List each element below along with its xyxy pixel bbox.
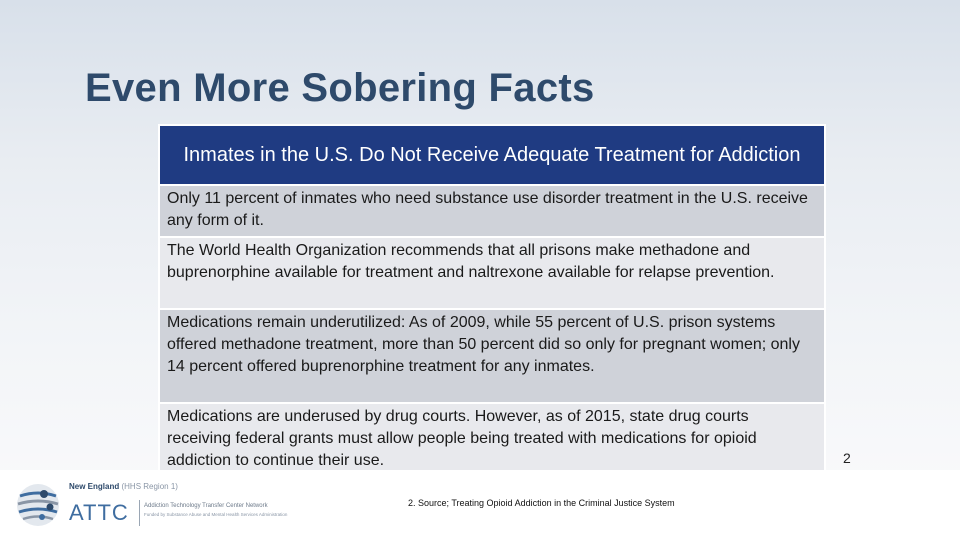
footer-bar: New England (HHS Region 1) ATTC Addictio… bbox=[0, 470, 960, 540]
table-header: Inmates in the U.S. Do Not Receive Adequ… bbox=[158, 124, 826, 186]
table-row: The World Health Organization recommends… bbox=[158, 236, 826, 310]
slide-title: Even More Sobering Facts bbox=[85, 66, 595, 110]
table-cell-drug-courts: Medications are underused by drug courts… bbox=[158, 402, 826, 478]
logo-full-name: Addiction Technology Transfer Center Net… bbox=[144, 503, 268, 509]
logo-funded-by: Funded by Substance Abuse and Mental Hea… bbox=[144, 512, 288, 517]
table-cell-medications-underutilized: Medications remain underutilized: As of … bbox=[158, 308, 826, 404]
page-number: 2 bbox=[843, 450, 851, 466]
logo-region: New England (HHS Region 1) bbox=[69, 482, 178, 491]
logo-region-name: New England bbox=[69, 482, 120, 491]
table-row: Medications are underused by drug courts… bbox=[158, 402, 826, 478]
table-row: Only 11 percent of inmates who need subs… bbox=[158, 184, 826, 238]
table-header-text: Inmates in the U.S. Do Not Receive Adequ… bbox=[183, 144, 801, 166]
table-header-row: Inmates in the U.S. Do Not Receive Adequ… bbox=[158, 124, 826, 186]
facts-table: Inmates in the U.S. Do Not Receive Adequ… bbox=[158, 124, 826, 478]
globe-logo-icon bbox=[17, 484, 59, 526]
table-cell-who-recommendation: The World Health Organization recommends… bbox=[158, 236, 826, 310]
logo-region-sub: (HHS Region 1) bbox=[121, 482, 178, 491]
logo-divider bbox=[139, 500, 140, 526]
logo-name: ATTC bbox=[69, 500, 129, 525]
source-citation: 2. Source; Treating Opioid Addiction in … bbox=[408, 498, 675, 508]
attc-logo: New England (HHS Region 1) ATTC Addictio… bbox=[14, 478, 314, 534]
table-row: Medications remain underutilized: As of … bbox=[158, 308, 826, 404]
table-cell-inmates-treatment: Only 11 percent of inmates who need subs… bbox=[158, 184, 826, 238]
